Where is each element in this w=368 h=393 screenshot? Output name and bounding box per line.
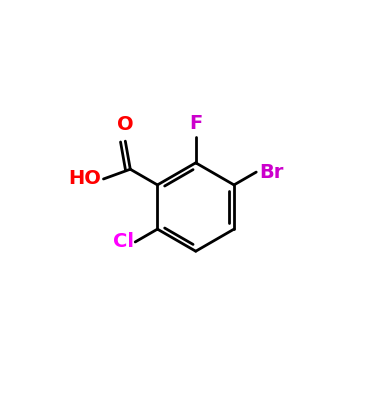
Text: HO: HO xyxy=(68,169,100,189)
Text: O: O xyxy=(117,115,134,134)
Text: F: F xyxy=(189,114,202,133)
Text: Cl: Cl xyxy=(113,232,134,252)
Text: Br: Br xyxy=(259,163,283,182)
